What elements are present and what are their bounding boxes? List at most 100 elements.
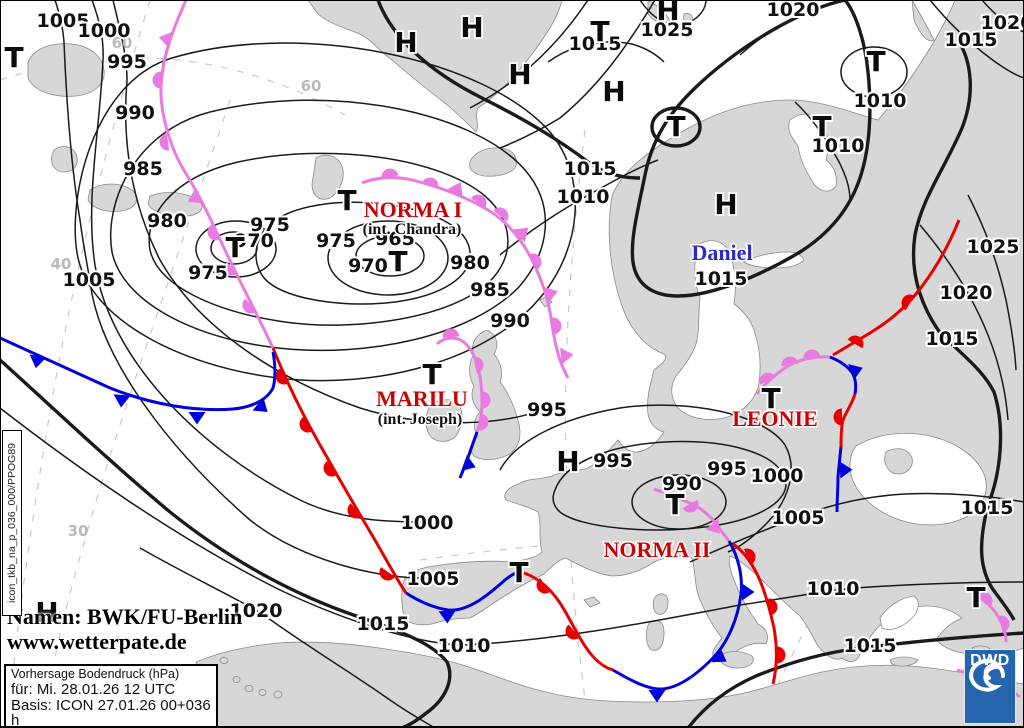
front-occluded-semicircle: [421, 177, 439, 189]
pressure-center-T: T: [761, 382, 780, 415]
isobar: [499, 159, 659, 256]
pressure-center-H: H: [556, 445, 579, 478]
isobar: [967, 194, 1017, 371]
attribution-block: Namen: BWK/FU-Berlin www.wetterpate.de: [7, 604, 242, 654]
front-cold-triangle: [461, 455, 476, 471]
island: [911, 0, 935, 42]
sea-area: [671, 240, 761, 420]
pressure-center-T: T: [422, 358, 441, 391]
isobar-value-label: 990: [115, 102, 155, 124]
isobar-value-label: 1000: [751, 465, 804, 487]
isobar: [689, 492, 1024, 563]
isobar-value-label: 970: [234, 230, 274, 252]
front-occluded: [159, 0, 275, 349]
island: [717, 651, 754, 669]
front-occluded-triangle: [513, 227, 529, 243]
isobar: [499, 0, 656, 149]
front-cold-triangle: [252, 397, 268, 413]
front-warm: [271, 347, 408, 594]
front-occluded-semicircle: [473, 356, 484, 374]
front-warm-semicircle: [323, 460, 337, 477]
sea-area: [788, 113, 837, 192]
front-warm-semicircle: [299, 416, 313, 433]
forecast-info-box: Vorhersage Bodendruck (hPa) für: Mi. 28.…: [4, 664, 218, 728]
isobar: [148, 152, 509, 326]
isobar-value-label: 985: [470, 279, 510, 301]
isobar: [112, 0, 546, 424]
isobar: [255, 201, 471, 305]
front-occluded-triangle: [705, 518, 721, 534]
isobar: [929, 0, 1024, 79]
isobar-value-label: 995: [593, 450, 633, 472]
pressure-center-H: H: [714, 188, 737, 221]
pressure-center-T: T: [866, 45, 885, 78]
isobar-value-label: 1020: [767, 0, 820, 21]
isobar-value-label: 975: [188, 262, 228, 284]
isobar: [639, 0, 707, 26]
front-cold-triangle: [711, 647, 727, 663]
namen-line: Namen: BWK/FU-Berlin: [7, 604, 243, 629]
front-warm-semicircle: [744, 548, 756, 565]
isobar-value-label: 985: [123, 158, 163, 180]
front-occluded-semicircle: [977, 592, 993, 607]
isobar-value-label: 1015: [357, 613, 410, 635]
front-occluded-semicircle: [551, 317, 562, 335]
dwd-spiral-icon: [968, 659, 1005, 692]
graticule-line: [44, 99, 231, 711]
isobar-value-label: 1020: [230, 600, 283, 622]
graticule-label: 60: [112, 34, 133, 52]
isobar-major: [0, 358, 452, 728]
front-occluded-semicircle: [381, 168, 399, 179]
pressure-center-T: T: [666, 110, 685, 143]
isobar-major: [376, 0, 641, 180]
front-cold-triangle: [839, 461, 853, 479]
info-valid-line: für: Mi. 28.01.26 12 UTC: [11, 681, 176, 698]
island: [647, 0, 671, 24]
island: [311, 154, 344, 200]
front-warm: [732, 542, 778, 685]
system-name: (int. Chandra): [363, 221, 462, 238]
isobar-major: [650, 106, 702, 148]
system-name: (int. Joseph): [378, 411, 462, 428]
island: [469, 329, 521, 460]
isobar: [355, 235, 425, 277]
system-name: Daniel: [691, 240, 752, 265]
isobar-value-label: 1025: [641, 19, 694, 41]
front-occluded-triangle: [447, 181, 463, 197]
isobar: [499, 404, 792, 553]
isobar: [981, 0, 1024, 33]
isobar-value-label: 1010: [438, 635, 491, 657]
wetterpate-url: www.wetterpate.de: [7, 629, 187, 654]
front-occluded-semicircle: [759, 372, 776, 385]
front-warm: [832, 219, 961, 357]
isobar-value-label: 975: [316, 230, 356, 252]
product-id-tag: icon_tkb_na_p_036_000/PPOG89: [2, 430, 22, 616]
front-warm-semicircle: [833, 408, 842, 426]
isobar: [327, 220, 449, 296]
front-occluded-semicircle: [442, 328, 460, 338]
isobar-major: [911, 39, 1016, 621]
isobar: [74, 42, 576, 382]
front-occluded-semicircle: [803, 349, 821, 359]
front-warm-semicircle: [379, 567, 395, 581]
isobar-value-label: 980: [450, 252, 490, 274]
isobar-value-label: 970: [348, 255, 388, 277]
front-occluded-triangle: [222, 261, 238, 276]
pressure-center-T: T: [388, 245, 407, 278]
isobar-value-label: 1015: [945, 29, 998, 51]
graticule-label: 30: [68, 522, 89, 540]
info-basis-line: Basis: ICON 27.01.26 00+036 h: [11, 696, 211, 728]
isobar-value-label: 1005: [37, 10, 90, 32]
front-warm-semicircle: [901, 294, 915, 311]
pressure-center-T: T: [225, 231, 244, 264]
front-cold-triangle: [848, 364, 863, 380]
isobar: [110, 99, 547, 352]
system-name: LEONIE: [732, 406, 818, 431]
front-warm-semicircle: [768, 598, 778, 616]
pressure-center-T: T: [966, 581, 985, 614]
system-name: NORMA I: [364, 197, 462, 222]
isobar-value-label: 1015: [926, 328, 979, 350]
front-occluded-triangle: [560, 347, 574, 365]
isobar-value-label: 1015: [695, 268, 748, 290]
